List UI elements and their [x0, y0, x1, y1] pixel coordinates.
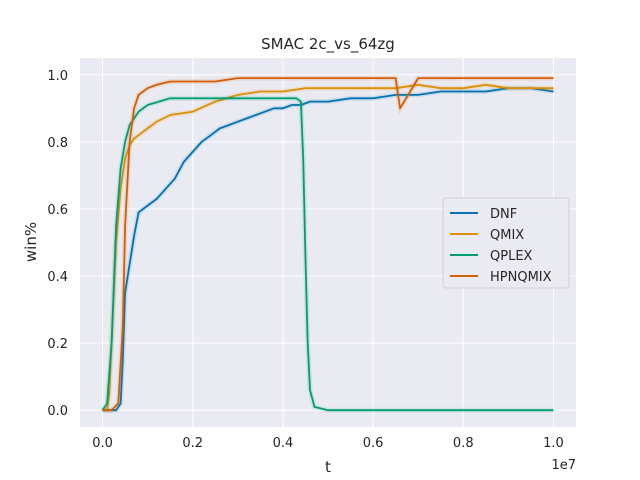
y-tick-label: 0.6	[47, 203, 68, 218]
x-tick-label: 1.0	[543, 436, 564, 451]
x-tick-label: 0.4	[273, 436, 294, 451]
y-tick-label: 0.4	[47, 270, 68, 285]
series-layer	[100, 75, 554, 413]
x-axis-label: t	[325, 458, 331, 476]
y-tick-label: 1.0	[47, 69, 68, 84]
series-line-qplex	[101, 97, 554, 412]
x-tick-label: 0.2	[182, 436, 203, 451]
legend: DNF QMIX QPLEX HPNQMIX	[442, 197, 570, 289]
x-tick-label: 0.6	[363, 436, 384, 451]
legend-box	[442, 197, 570, 289]
y-tick-label: 0.8	[47, 136, 68, 151]
legend-label-dnf: DNF	[490, 207, 517, 222]
legend-label-qmix: QMIX	[490, 228, 524, 243]
x-tick-label: 0.0	[92, 436, 113, 451]
series-line-hpnqmix	[102, 77, 554, 412]
y-tick-label: 0.0	[47, 404, 68, 419]
y-tick-labels: 0.0 0.2 0.4 0.6 0.8 1.0	[47, 69, 68, 419]
series-line-dnf	[102, 87, 554, 412]
legend-label-qplex: QPLEX	[490, 249, 533, 264]
chart-title: SMAC 2c_vs_64zg	[261, 35, 395, 54]
x-tick-label: 0.8	[453, 436, 474, 451]
y-tick-label: 0.2	[47, 337, 68, 352]
legend-label-hpnqmix: HPNQMIX	[490, 270, 552, 285]
x-offset-text: 1e7	[551, 458, 576, 473]
y-axis-label: win%	[22, 222, 40, 262]
x-tick-labels: 0.0 0.2 0.4 0.6 0.8 1.0	[92, 436, 564, 451]
